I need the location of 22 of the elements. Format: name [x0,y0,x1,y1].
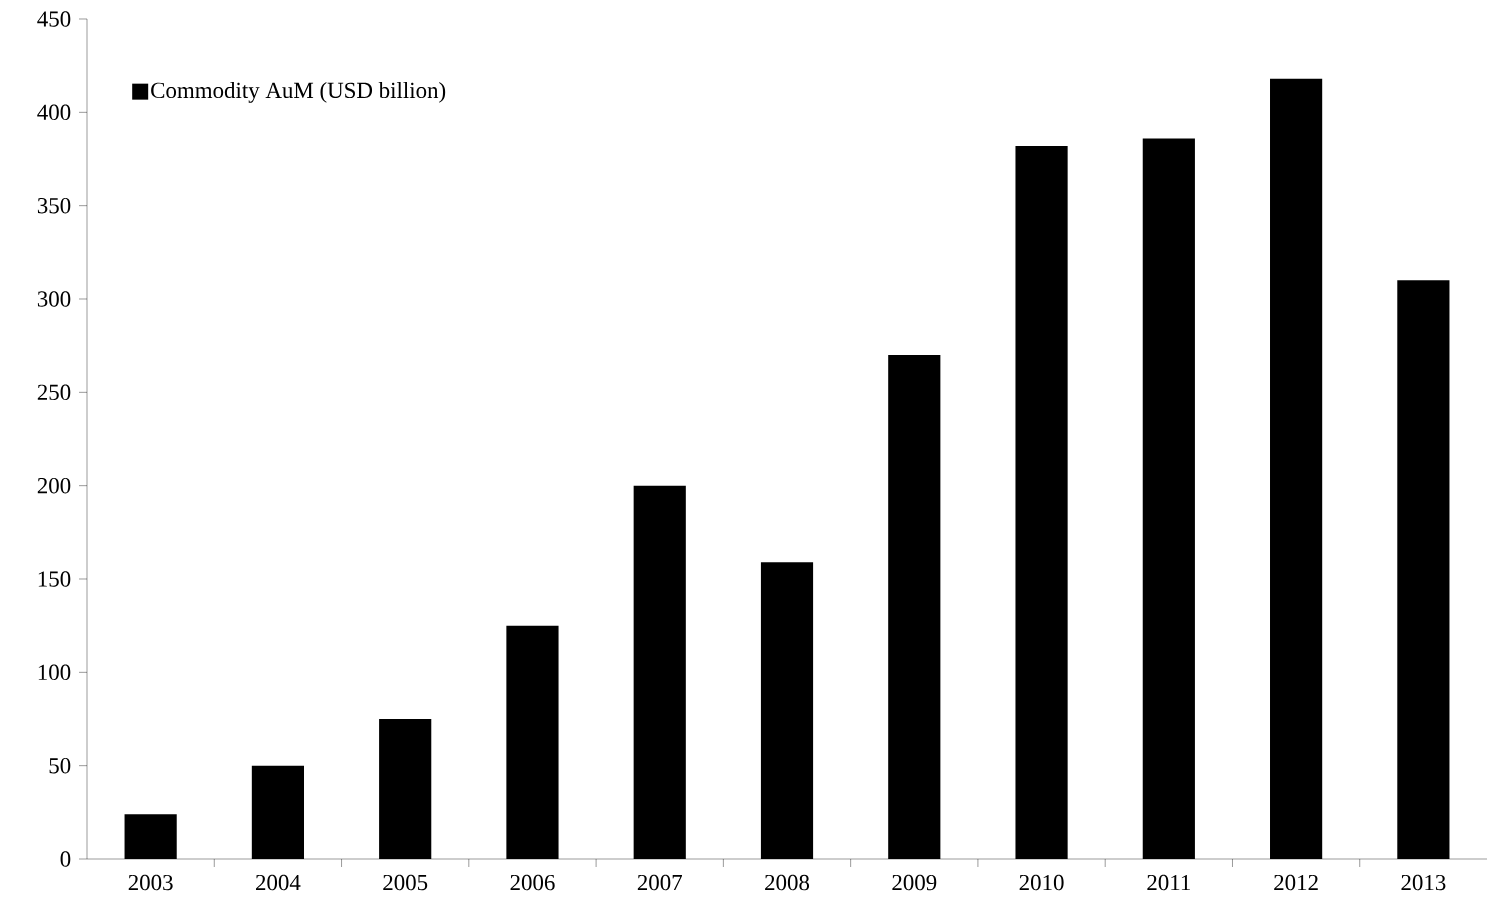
x-tick-label: 2007 [637,874,682,891]
y-tick-label: 350 [37,197,71,214]
x-tick-label: 2012 [1274,874,1318,891]
x-tick-label: 2003 [128,874,173,891]
legend-label: Commodity AuM (USD billion) [151,81,446,103]
y-tick-label: 150 [38,571,71,587]
y-tick-label: 400 [37,104,71,121]
y-tick-label: 50 [49,757,71,774]
x-tick-label: 2009 [892,874,937,891]
y-tick-label: 300 [37,291,71,307]
x-tick-label: 2013 [1401,874,1446,891]
x-tick-label: 2008 [765,874,810,891]
x-tick-label: 2011 [1147,874,1190,891]
x-tick-label: 2004 [256,874,301,891]
y-tick-label: 100 [38,664,71,681]
y-tick-label: 250 [37,384,71,401]
x-tick-label: 2006 [510,874,555,891]
y-tick-label: 450 [37,11,71,27]
y-tick-label: 0 [60,851,71,867]
x-tick-label: 2010 [1019,874,1064,891]
x-tick-label: 2005 [383,874,428,891]
y-tick-label: 200 [37,477,71,494]
